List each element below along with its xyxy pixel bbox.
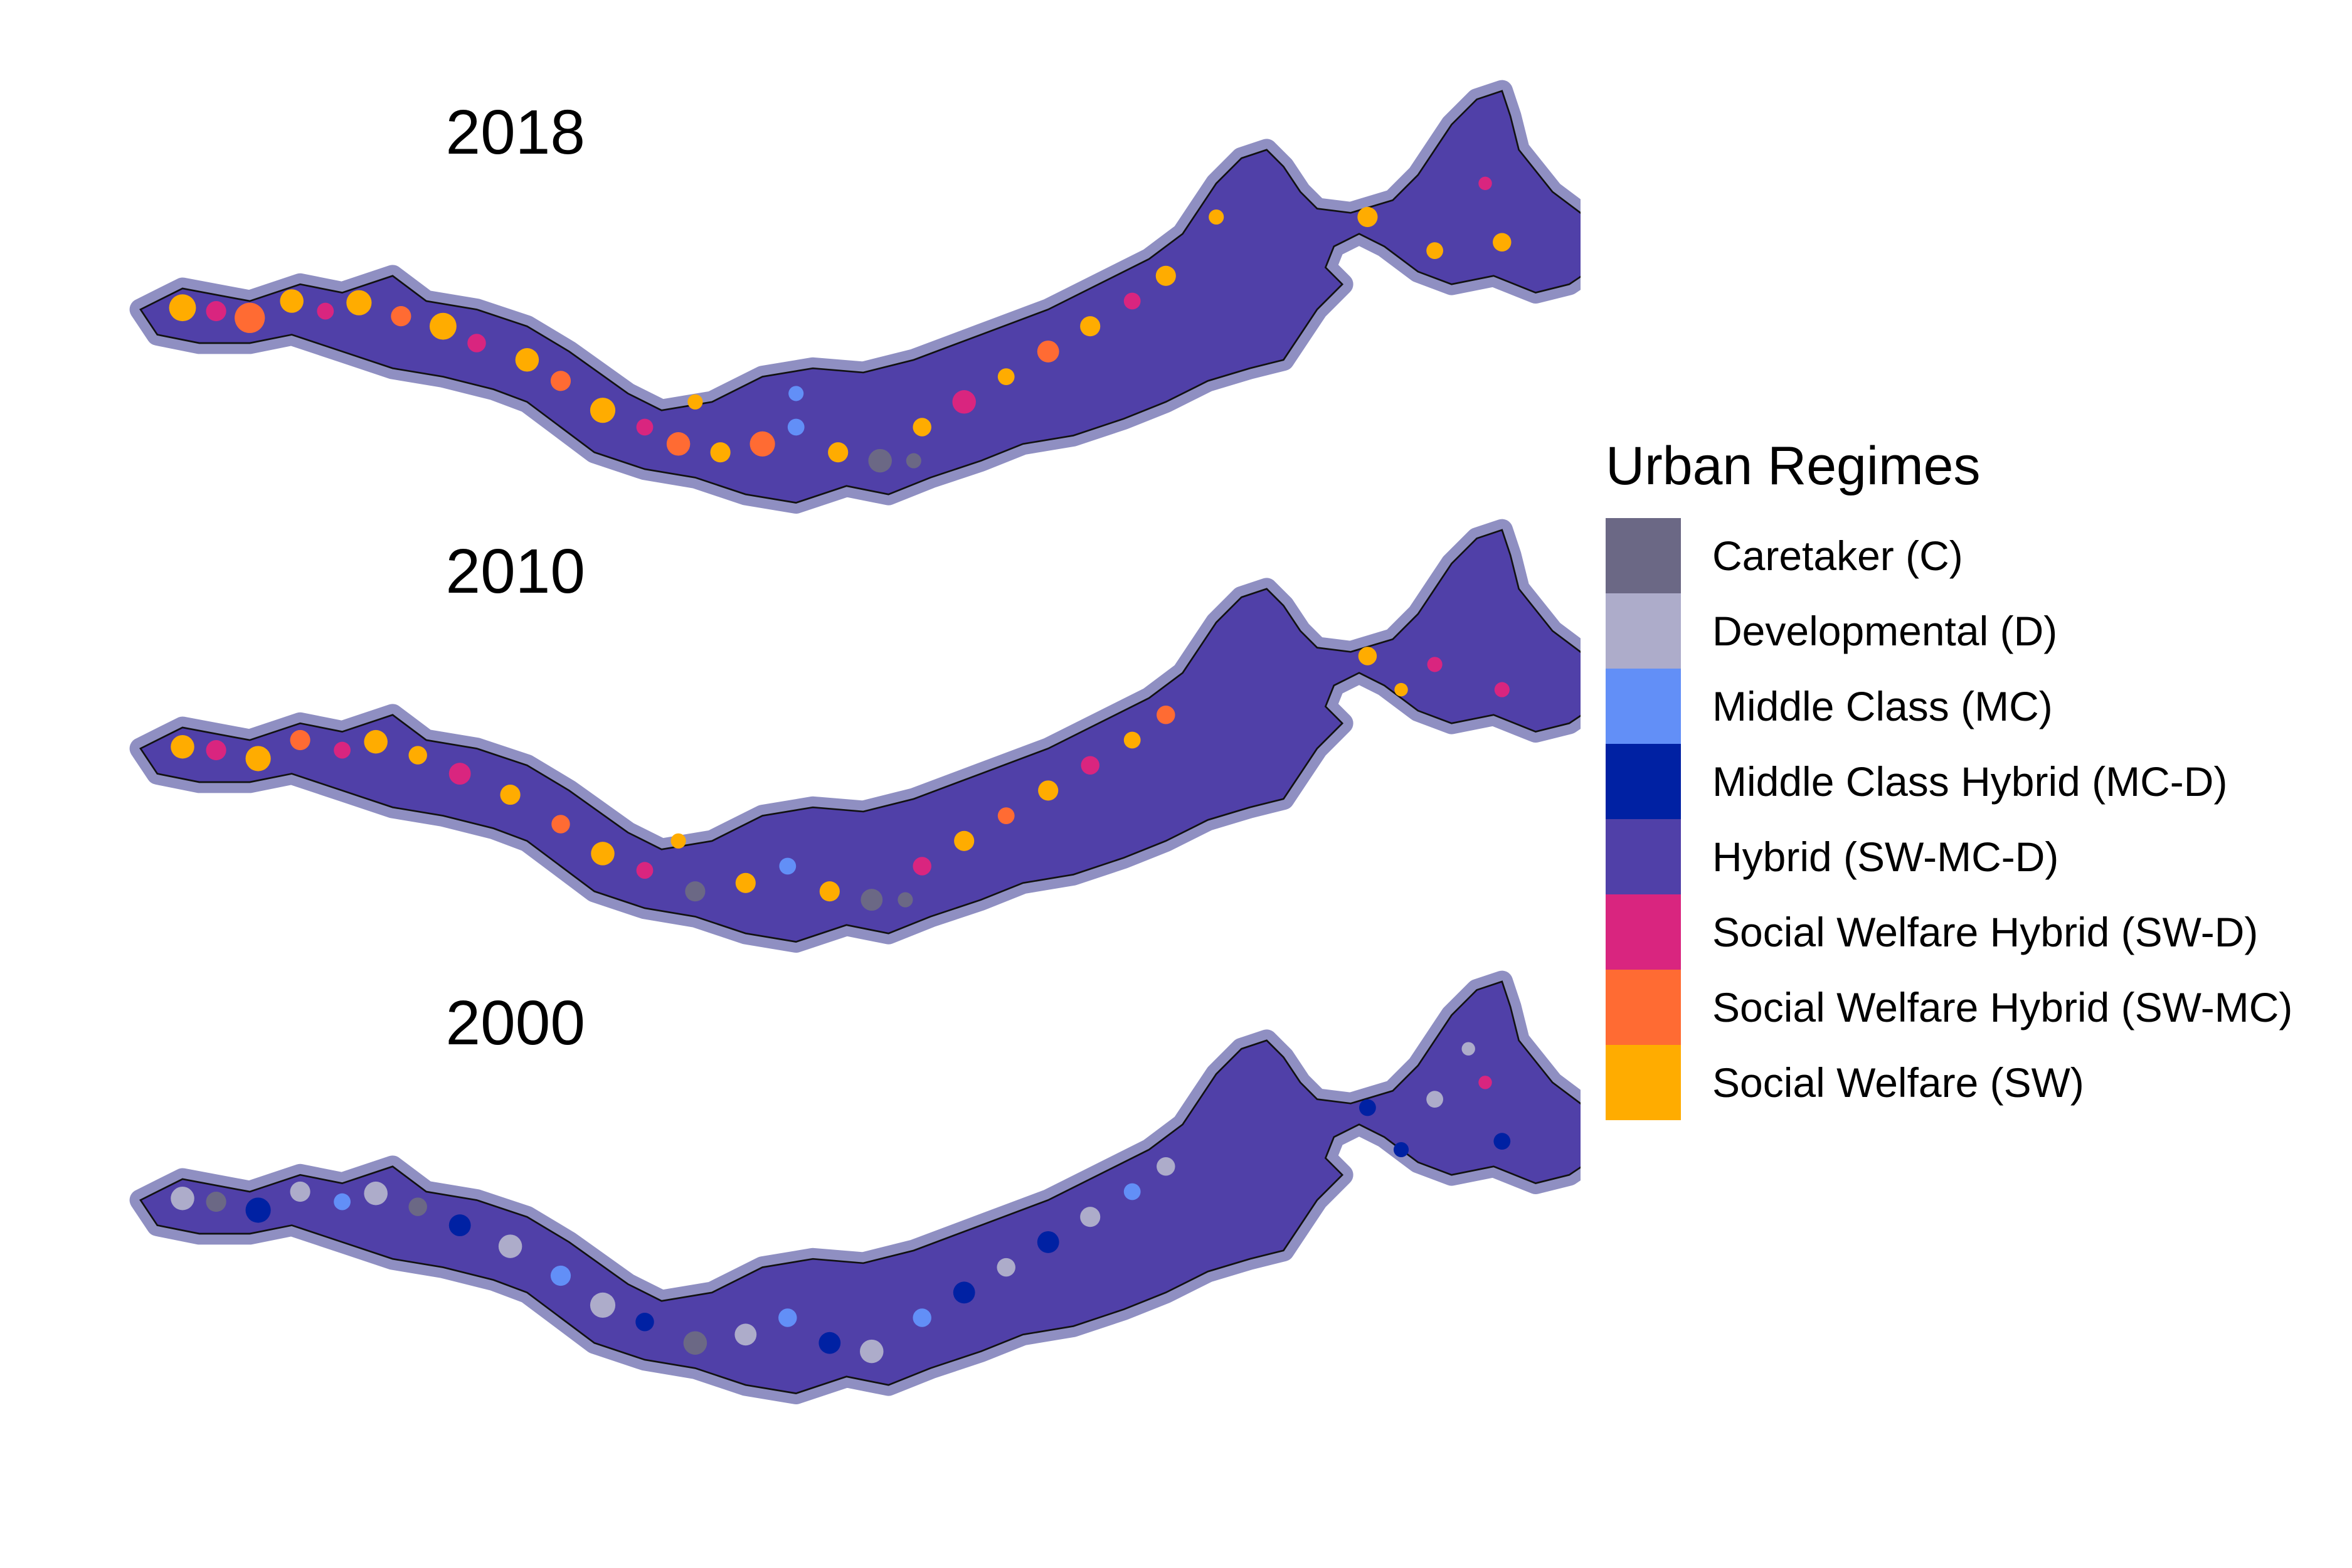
legend-label: Social Welfare (SW) <box>1712 1059 2084 1106</box>
legend-label: Developmental (D) <box>1712 608 2058 654</box>
legend-swatch <box>1606 518 1681 593</box>
legend-item: Social Welfare Hybrid (SW-MC) <box>1606 970 2292 1045</box>
legend-label: Caretaker (C) <box>1712 532 1963 579</box>
legend-swatch <box>1606 744 1681 819</box>
region-patches-2010 <box>171 647 1510 911</box>
legend-swatch <box>1606 894 1681 970</box>
map-panel-2000: 2000 <box>140 982 1581 1394</box>
legend-items: Caretaker (C) Developmental (D) Middle Cla… <box>1606 518 2292 1120</box>
legend-item: Social Welfare (SW) <box>1606 1045 2292 1120</box>
legend-swatch <box>1606 593 1681 669</box>
legend-item: Hybrid (SW-MC-D) <box>1606 819 2292 894</box>
legend-swatch <box>1606 819 1681 894</box>
year-label-2010: 2010 <box>446 537 585 607</box>
legend-label: Middle Class Hybrid (MC-D) <box>1712 758 2228 805</box>
legend-swatch <box>1606 669 1681 744</box>
legend-item: Middle Class (MC) <box>1606 669 2292 744</box>
map-panel-2018: 2018 <box>140 91 1581 503</box>
legend-label: Social Welfare Hybrid (SW-D) <box>1712 909 2259 955</box>
legend-item: Caretaker (C) <box>1606 518 2292 593</box>
legend-swatch <box>1606 1045 1681 1120</box>
legend: Urban Regimes Caretaker (C) Developmental… <box>1606 439 2292 1120</box>
map-panels: 2018 2010 <box>0 0 1581 1568</box>
legend-item: Developmental (D) <box>1606 593 2292 669</box>
region-patches-2018 <box>169 176 1512 473</box>
legend-label: Hybrid (SW-MC-D) <box>1712 834 2059 880</box>
year-label-2000: 2000 <box>446 988 585 1058</box>
region-patches-2000 <box>171 1042 1511 1364</box>
legend-label: Middle Class (MC) <box>1712 683 2053 729</box>
legend-swatch <box>1606 970 1681 1045</box>
legend-item: Middle Class Hybrid (MC-D) <box>1606 744 2292 819</box>
legend-label: Social Welfare Hybrid (SW-MC) <box>1712 984 2293 1030</box>
legend-title: Urban Regimes <box>1606 436 1981 496</box>
map-panel-2010: 2010 <box>140 530 1581 942</box>
legend-item: Social Welfare Hybrid (SW-D) <box>1606 894 2292 970</box>
year-label-2018: 2018 <box>446 98 585 167</box>
